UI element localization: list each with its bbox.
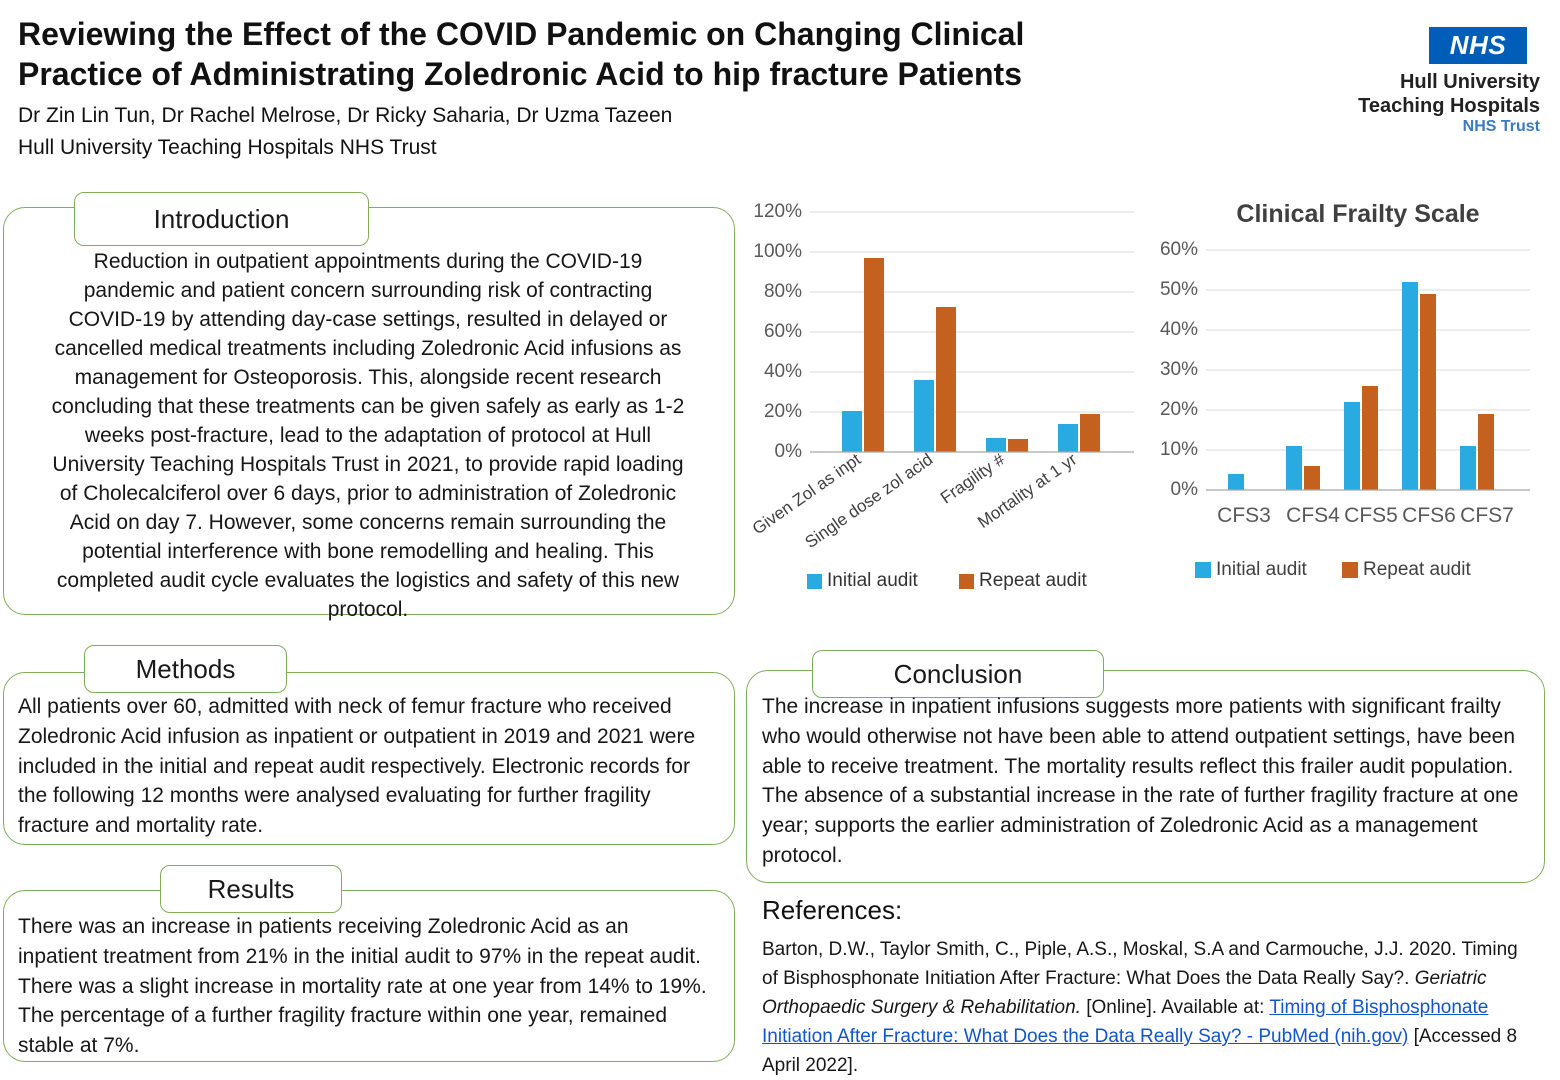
svg-text:CFS3: CFS3	[1217, 504, 1271, 527]
svg-text:CFS7: CFS7	[1460, 504, 1514, 527]
svg-text:Initial audit: Initial audit	[827, 570, 919, 591]
svg-text:Initial audit: Initial audit	[1216, 559, 1308, 580]
svg-text:80%: 80%	[764, 281, 802, 302]
svg-text:10%: 10%	[1160, 439, 1198, 460]
svg-text:60%: 60%	[764, 321, 802, 342]
svg-text:0%: 0%	[775, 441, 803, 462]
svg-text:120%: 120%	[753, 201, 802, 222]
svg-text:Repeat audit: Repeat audit	[979, 570, 1087, 591]
svg-text:30%: 30%	[1160, 359, 1198, 380]
svg-text:Repeat audit: Repeat audit	[1363, 559, 1471, 580]
svg-text:CFS4: CFS4	[1286, 504, 1340, 527]
svg-text:50%: 50%	[1160, 279, 1198, 300]
svg-text:Clinical Frailty Scale: Clinical Frailty Scale	[1236, 200, 1479, 228]
svg-text:20%: 20%	[1160, 399, 1198, 420]
svg-text:40%: 40%	[764, 361, 802, 382]
svg-text:Single dose zol acid: Single dose zol acid	[802, 450, 937, 552]
svg-text:100%: 100%	[753, 241, 802, 262]
svg-text:0%: 0%	[1171, 479, 1199, 500]
svg-text:CFS6: CFS6	[1402, 504, 1456, 527]
svg-text:20%: 20%	[764, 401, 802, 422]
svg-text:CFS5: CFS5	[1344, 504, 1398, 527]
svg-text:40%: 40%	[1160, 319, 1198, 340]
svg-text:60%: 60%	[1160, 239, 1198, 260]
